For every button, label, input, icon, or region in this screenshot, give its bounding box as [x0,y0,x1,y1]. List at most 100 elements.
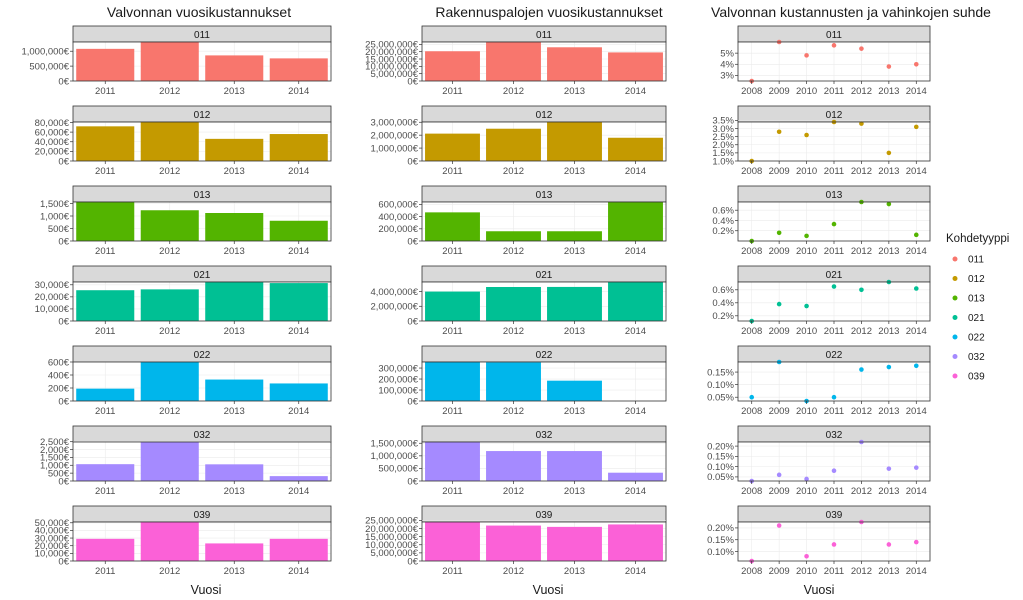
x-tick-label: 2012 [503,86,524,97]
x-tick-label: 2012 [851,566,872,577]
x-tick-label: 2011 [442,246,462,257]
y-tick-label: 600,000€ [378,200,418,211]
y-tick-label: 0.6% [712,285,734,296]
y-tick-label: 1,500€ [40,453,70,464]
facet-1-012: 012 0€20,000€40,000€60,000€80,000€ 2011 201… [35,105,332,177]
y-tick-label: 60,000€ [35,127,70,138]
x-tick-label: 2013 [564,326,585,337]
bar-022-2012 [486,362,541,401]
y-tick-label: 100,000€ [378,385,418,396]
x-tick-label: 2011 [95,86,115,97]
point-011-2011 [831,43,837,48]
facet-strip-label: 011 [826,30,842,41]
legend-key-022 [952,334,958,340]
facet-3-022: 022 0.05% 0.10% 0.15% 2008 2009 2010 2011 2012 20… [707,345,931,417]
bar-021-2012 [140,289,199,321]
y-tick-label: 4,000,000€ [370,287,418,298]
y-tick-label: 20,000,000€ [365,47,419,58]
y-tick-label: 200€ [48,383,70,394]
bar-012-2012 [140,122,199,161]
x-tick-label: 2014 [906,86,927,97]
panel-border [421,361,667,402]
y-tick-label: 1,000€ [40,461,70,472]
panel-border [72,361,332,402]
y-tick-label: 10,000€ [35,304,70,315]
facet-1-013: 013 0€500€ 1,000€1,500€ 2011 2012 2013 2014 [40,185,332,257]
y-tick-label: 0€ [407,76,418,87]
y-tick-label: 0€ [407,236,418,247]
x-tick-label: 2008 [741,86,762,97]
bar-013-2013 [547,231,602,241]
y-tick-label: 2,000,000€ [370,130,418,141]
bar-011-2014 [608,52,663,81]
facet-strip-label: 021 [194,270,211,281]
bar-032-2011 [425,442,480,481]
y-tick-label: 3% [720,71,734,82]
legend-label-012: 012 [968,274,985,285]
x-tick-label: 2013 [878,166,899,177]
legend-key-021 [952,315,958,320]
y-tick-label: 3,000,000€ [370,118,418,129]
bar-013-2011 [76,202,135,241]
y-tick-label: 2.0% [712,140,734,151]
facet-strip-label: 021 [536,270,553,281]
bar-032-2011 [76,464,135,481]
y-tick-label: 25,000,000€ [365,516,419,527]
x-tick-label: 2014 [906,326,927,337]
facet-strip-label: 013 [536,190,553,201]
bar-039-2012 [486,525,541,561]
x-tick-label: 2009 [769,406,790,417]
legend-key-032 [952,354,958,359]
x-tick-label: 2014 [288,326,309,337]
facet-2-021: 021 0€ 2,000,000€ 4,000,000€ 2011 2012 2013 201… [370,265,667,337]
facet-2-013: 013 0€200,000€400,000€600,000€ 2011 2012 201… [378,185,667,257]
bar-039-2014 [269,538,328,561]
facet-strip-label: 022 [826,350,843,361]
x-tick-label: 2012 [851,246,872,257]
point-012-2013 [886,150,892,156]
y-tick-label: 0€ [58,476,69,487]
facet-strip-label: 032 [194,430,211,441]
x-tick-label: 2012 [503,486,524,497]
panel-border [421,41,667,82]
y-tick-label: 0.15% [707,452,734,463]
x-tick-label: 2014 [288,486,309,497]
bar-022-2011 [76,388,135,401]
facet-1-039: 039 0€10,000€20,000€30,000€40,000€50,000€… [35,505,332,577]
y-tick-label: 3.0% [712,124,734,135]
x-tick-label: 2012 [159,86,180,97]
facet-strip-label: 011 [536,30,552,41]
facet-strip-label: 022 [536,350,553,361]
x-tick-label: 2011 [824,326,844,337]
point-021-2009 [776,301,782,307]
point-039-2010 [804,553,809,559]
y-tick-label: 1,000€ [40,211,70,222]
bar-021-2014 [269,283,328,321]
legend-label-013: 013 [968,294,985,305]
y-tick-label: 5,000,000€ [370,548,418,559]
x-tick-label: 2013 [878,566,899,577]
x-tick-label: 2014 [625,486,646,497]
bar-022-2012 [140,362,199,401]
x-tick-label: 2008 [741,406,762,417]
x-tick-label: 2012 [503,246,524,257]
y-tick-label: 0.2% [712,311,734,322]
facet-3-039: 039 0.10%0.15%0.20% 2008 2009 2010 2011 2012 20… [707,505,931,577]
bar-039-2013 [547,526,602,561]
x-axis-title-suhde: Vuosi [804,583,835,597]
x-tick-label: 2013 [564,566,585,577]
x-tick-label: 2009 [769,86,790,97]
x-tick-label: 2013 [878,326,899,337]
bar-012-2014 [269,134,328,161]
bar-012-2012 [486,128,541,161]
y-tick-label: 0.20% [707,441,734,452]
x-tick-label: 2011 [442,406,462,417]
point-012-2010 [804,132,809,138]
x-tick-label: 2013 [224,406,245,417]
facet-2-032: 032 0€500,000€ 1,000,000€1,500,000€ 2011 201… [370,425,667,497]
x-tick-label: 2012 [159,566,180,577]
y-tick-label: 0.6% [712,206,734,217]
x-tick-label: 2012 [503,406,524,417]
y-tick-label: 0€ [58,556,69,567]
x-tick-label: 2013 [564,406,585,417]
